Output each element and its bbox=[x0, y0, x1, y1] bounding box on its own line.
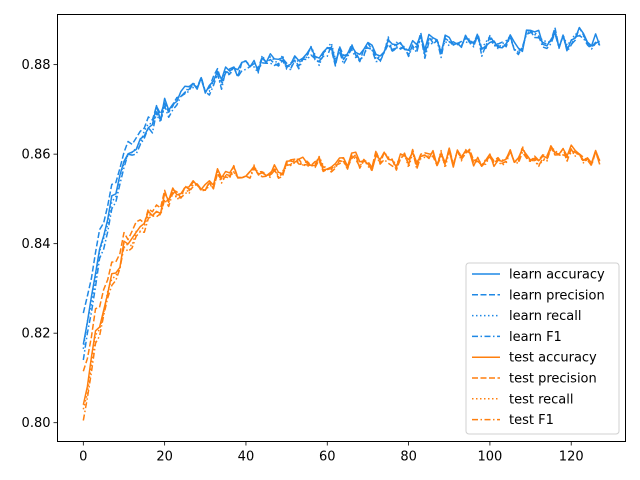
series-learn-precision bbox=[82, 26, 600, 314]
legend-box bbox=[465, 262, 620, 435]
legend-label: learn F1 bbox=[509, 330, 562, 345]
plot-frame bbox=[57, 14, 626, 442]
series-learn-recall bbox=[82, 29, 601, 349]
x-tick-label: 60 bbox=[319, 450, 336, 465]
legend-label: test precision bbox=[509, 372, 597, 387]
x-tick-label: 120 bbox=[559, 450, 584, 465]
legend-label: test accuracy bbox=[509, 351, 597, 366]
legend-label: test recall bbox=[509, 392, 574, 407]
legend-label: learn recall bbox=[509, 309, 581, 324]
legend-label: learn accuracy bbox=[509, 268, 605, 283]
y-tick-label: 0.82 bbox=[22, 327, 51, 342]
y-tick-label: 0.84 bbox=[22, 237, 51, 252]
x-axis: 0 20 40 60 80 100 120 bbox=[79, 441, 584, 465]
legend-label: learn precision bbox=[509, 288, 605, 303]
x-tick-label: 100 bbox=[477, 450, 502, 465]
y-tick-label: 0.80 bbox=[22, 416, 51, 431]
x-tick-label: 80 bbox=[400, 450, 417, 465]
legend: learn accuracy learn precision learn recal… bbox=[465, 262, 620, 435]
legend-label: test F1 bbox=[509, 413, 554, 428]
series-learn-f1 bbox=[82, 31, 601, 361]
x-tick-label: 20 bbox=[156, 450, 173, 465]
series-test-recall bbox=[82, 145, 601, 410]
series-layer bbox=[82, 26, 601, 421]
y-tick-label: 0.88 bbox=[22, 58, 51, 73]
series-test-f1 bbox=[82, 147, 601, 421]
y-tick-label: 0.86 bbox=[22, 148, 51, 163]
x-tick-label: 40 bbox=[238, 450, 255, 465]
y-axis: 0.80 0.82 0.84 0.86 0.88 bbox=[22, 58, 58, 431]
x-tick-label: 0 bbox=[79, 450, 87, 465]
